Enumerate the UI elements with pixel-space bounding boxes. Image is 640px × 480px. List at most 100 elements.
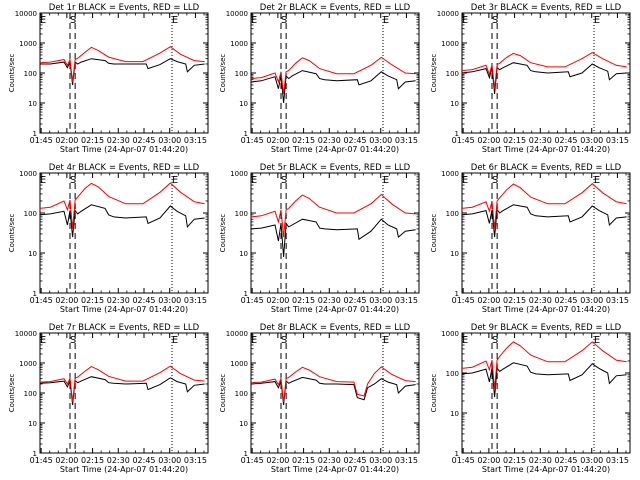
y-tick-label: 1000 bbox=[19, 40, 37, 48]
y-axis-label: Counts/sec bbox=[430, 54, 438, 93]
marker-label: E bbox=[251, 175, 257, 186]
y-tick-label: 10 bbox=[239, 100, 248, 108]
x-axis-label: Start Time (24-Apr-07 01:44:20) bbox=[271, 305, 399, 314]
x-tick-label: 02:15 bbox=[292, 456, 315, 465]
x-tick-label: 03:15 bbox=[184, 136, 207, 145]
lld-series-line bbox=[461, 183, 627, 229]
marker-label: E bbox=[172, 175, 178, 186]
panel-title: Det 7r BLACK = Events, RED = LLD bbox=[49, 323, 200, 333]
x-tick-label: 03:00 bbox=[369, 296, 392, 305]
x-tick-label: 01:45 bbox=[452, 296, 475, 305]
y-axis-label: Counts/sec bbox=[8, 214, 16, 253]
y-axis-label: Counts/sec bbox=[8, 374, 16, 413]
y-axis-label: Counts/sec bbox=[430, 374, 438, 413]
x-tick-label: 02:30 bbox=[529, 136, 552, 145]
x-tick-label: 02:15 bbox=[503, 296, 526, 305]
marker-label: E bbox=[251, 15, 257, 26]
x-tick-label: 02:30 bbox=[107, 296, 130, 305]
plot-frame bbox=[39, 332, 209, 454]
x-tick-label: 02:00 bbox=[477, 296, 500, 305]
x-tick-label: 03:15 bbox=[395, 296, 418, 305]
x-tick-label: 01:45 bbox=[452, 456, 475, 465]
y-tick-label: 1 bbox=[244, 450, 248, 458]
marker-label: E bbox=[462, 175, 468, 186]
x-tick-label: 02:00 bbox=[55, 136, 78, 145]
marker-label: S bbox=[492, 175, 498, 186]
marker-label: S bbox=[70, 335, 76, 346]
x-axis-label: Start Time (24-Apr-07 01:44:20) bbox=[482, 305, 610, 314]
y-tick-label: 100 bbox=[24, 210, 37, 218]
x-tick-label: 03:15 bbox=[395, 136, 418, 145]
events-series-line bbox=[40, 58, 205, 85]
x-tick-label: 01:45 bbox=[30, 456, 53, 465]
x-tick-label: 02:00 bbox=[477, 136, 500, 145]
x-tick-label: 02:30 bbox=[107, 136, 130, 145]
y-tick-label: 100 bbox=[446, 70, 459, 78]
y-tick-label: 1 bbox=[33, 130, 37, 138]
x-tick-label: 02:45 bbox=[343, 296, 366, 305]
marker-label: S bbox=[492, 335, 498, 346]
x-tick-label: 03:15 bbox=[606, 136, 629, 145]
y-tick-label: 10 bbox=[28, 100, 37, 108]
y-tick-label: 10 bbox=[450, 410, 459, 418]
x-tick-label: 02:15 bbox=[81, 136, 104, 145]
panel-title: Det 9r BLACK = Events, RED = LLD bbox=[471, 323, 622, 333]
marker-label: E bbox=[594, 175, 600, 186]
lld-series-line bbox=[39, 46, 205, 83]
events-series-line bbox=[250, 376, 416, 405]
x-tick-label: 01:45 bbox=[30, 296, 53, 305]
x-tick-label: 02:00 bbox=[477, 456, 500, 465]
x-tick-label: 02:30 bbox=[529, 456, 552, 465]
lld-series-line bbox=[250, 193, 416, 238]
x-tick-label: 01:45 bbox=[30, 136, 53, 145]
events-series-line bbox=[39, 204, 205, 238]
y-axis-label: Counts/sec bbox=[8, 54, 16, 93]
marker-label: S bbox=[70, 15, 76, 26]
y-tick-label: 10 bbox=[239, 250, 248, 258]
x-axis-label: Start Time (24-Apr-07 01:44:20) bbox=[271, 145, 399, 154]
x-axis-label: Start Time (24-Apr-07 01:44:20) bbox=[60, 305, 188, 314]
lld-series-line bbox=[461, 52, 627, 89]
marker-label: E bbox=[40, 15, 46, 26]
x-axis-label: Start Time (24-Apr-07 01:44:20) bbox=[482, 465, 610, 474]
x-tick-label: 01:45 bbox=[241, 296, 264, 305]
x-tick-label: 02:15 bbox=[81, 456, 104, 465]
marker-label: S bbox=[281, 335, 287, 346]
plot-frame bbox=[461, 172, 631, 294]
marker-label: S bbox=[281, 15, 287, 26]
marker-label: E bbox=[594, 335, 600, 346]
x-tick-label: 03:15 bbox=[606, 296, 629, 305]
y-tick-label: 1 bbox=[33, 290, 37, 298]
x-tick-label: 03:00 bbox=[158, 136, 181, 145]
lld-series-line bbox=[461, 341, 627, 389]
y-tick-label: 10000 bbox=[226, 10, 248, 18]
x-axis-label: Start Time (24-Apr-07 01:44:20) bbox=[482, 145, 610, 154]
y-tick-label: 1000 bbox=[441, 40, 459, 48]
x-tick-label: 03:00 bbox=[158, 296, 181, 305]
plot-frame bbox=[250, 332, 420, 454]
y-axis-label: Counts/sec bbox=[219, 214, 227, 253]
x-tick-label: 02:15 bbox=[503, 456, 526, 465]
y-tick-label: 10000 bbox=[15, 330, 37, 338]
y-tick-label: 1000 bbox=[230, 360, 248, 368]
y-tick-label: 100 bbox=[235, 70, 248, 78]
plot-frame bbox=[39, 172, 209, 294]
y-axis-label: Counts/sec bbox=[219, 54, 227, 93]
x-tick-label: 03:15 bbox=[184, 296, 207, 305]
lld-series-line bbox=[250, 56, 416, 95]
x-tick-label: 03:15 bbox=[184, 456, 207, 465]
x-axis-label: Start Time (24-Apr-07 01:44:20) bbox=[60, 145, 188, 154]
x-tick-label: 02:45 bbox=[554, 136, 577, 145]
events-series-line bbox=[39, 376, 205, 405]
x-tick-label: 02:30 bbox=[318, 296, 341, 305]
x-tick-label: 03:15 bbox=[606, 456, 629, 465]
y-tick-label: 1 bbox=[455, 290, 459, 298]
x-tick-label: 02:00 bbox=[266, 456, 289, 465]
lld-series-line bbox=[39, 365, 205, 403]
y-tick-label: 10 bbox=[239, 420, 248, 428]
x-tick-label: 02:00 bbox=[55, 296, 78, 305]
y-tick-label: 10 bbox=[28, 420, 37, 428]
y-tick-label: 10000 bbox=[226, 330, 248, 338]
events-series-line bbox=[461, 62, 627, 95]
y-tick-label: 1000 bbox=[441, 170, 459, 178]
